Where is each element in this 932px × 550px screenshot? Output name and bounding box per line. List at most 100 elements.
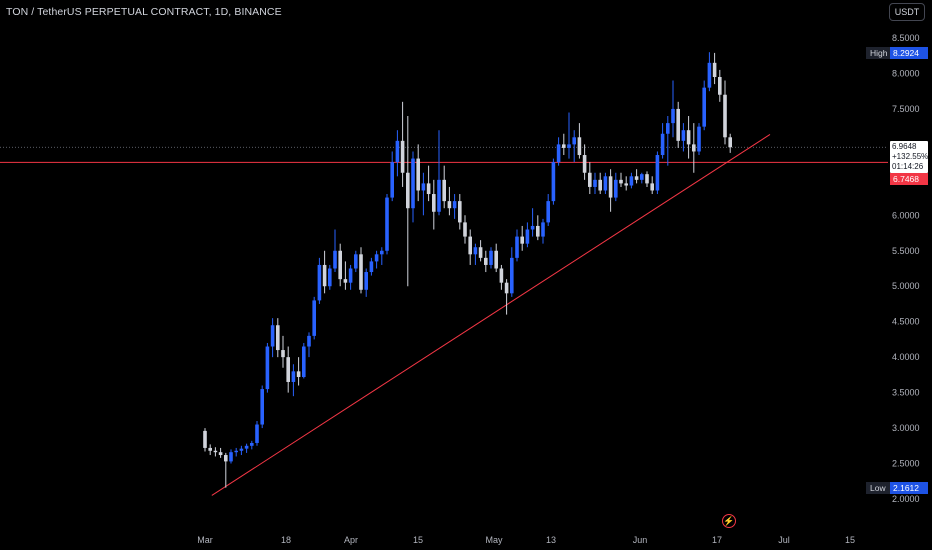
candle-body	[655, 155, 660, 191]
candle	[494, 243, 498, 273]
candle	[307, 332, 311, 358]
candle	[499, 264, 504, 290]
candle	[551, 158, 556, 205]
y-tick-label: 5.0000	[892, 281, 920, 291]
candle	[390, 151, 394, 202]
candle	[270, 318, 275, 358]
y-tick-label: 7.5000	[892, 104, 920, 114]
candle-body	[307, 335, 311, 347]
change-percent: +132.55%	[892, 152, 929, 161]
y-tick-label: 5.5000	[892, 246, 920, 256]
candle	[712, 52, 717, 85]
candle-body	[270, 325, 275, 347]
candle-body	[567, 144, 571, 148]
candle-body	[286, 357, 290, 382]
candle-body	[328, 268, 332, 287]
candle	[281, 335, 285, 368]
candle-body	[671, 108, 675, 124]
x-axis: Mar 18 Apr 15 May 13 Jun 17 Jul 15	[197, 535, 855, 545]
candle	[411, 151, 415, 223]
candle-body	[577, 137, 582, 156]
candle-body	[520, 236, 524, 244]
candle-body	[244, 445, 249, 449]
candle	[359, 247, 363, 294]
y-axis: 8.50008.00007.50007.00006.50006.00005.50…	[892, 33, 920, 504]
candle	[317, 257, 322, 304]
candle	[588, 162, 592, 195]
candle-body	[728, 137, 732, 148]
last-price-value: 6.9648	[892, 142, 917, 151]
x-tick-label: 15	[845, 535, 855, 545]
candle	[645, 171, 649, 187]
candle-body	[556, 144, 561, 163]
candle	[681, 123, 686, 152]
candle	[489, 247, 493, 269]
trend-line	[211, 134, 771, 496]
candle-body	[712, 62, 717, 78]
candle-body	[317, 264, 322, 301]
bar-countdown: 01:14:26	[892, 162, 924, 171]
candle	[504, 279, 509, 315]
candle-body	[546, 201, 550, 223]
x-tick-label: May	[485, 535, 503, 545]
candle	[723, 80, 727, 145]
y-tick-label: 2.0000	[892, 494, 920, 504]
candle	[203, 428, 207, 452]
candle-body	[504, 282, 509, 294]
candle-body	[562, 144, 566, 148]
candle-body	[551, 162, 556, 202]
y-tick-label: 2.5000	[892, 459, 920, 469]
candle-body	[239, 448, 244, 451]
candle-body	[681, 130, 686, 141]
candle-body	[406, 172, 410, 209]
candle-body	[629, 176, 634, 186]
candle-body	[234, 450, 238, 453]
candle-body	[338, 250, 342, 280]
candle-body	[395, 140, 400, 163]
candle	[333, 229, 337, 273]
candle	[478, 240, 483, 262]
candle-body	[432, 194, 436, 212]
candle-body	[697, 126, 701, 152]
candle-body	[588, 172, 592, 187]
candle	[291, 364, 296, 397]
candle	[302, 342, 306, 379]
candle	[546, 194, 550, 226]
candle	[619, 172, 623, 187]
candle	[442, 165, 446, 209]
candle	[265, 342, 270, 393]
candle	[577, 123, 582, 159]
candle-body	[608, 176, 613, 198]
candle-body	[369, 261, 374, 273]
candle-body	[541, 222, 545, 237]
horizontal-line-price-tag: 6.7468	[890, 173, 928, 185]
candle-body	[473, 247, 478, 255]
y-tick-label: 4.5000	[892, 317, 920, 327]
candle	[364, 268, 368, 297]
candle-body	[447, 201, 452, 209]
currency-selector-button[interactable]: USDT	[889, 3, 925, 21]
candle-body	[593, 179, 597, 187]
candle-body	[634, 176, 639, 180]
x-tick-label: 13	[546, 535, 556, 545]
candle	[234, 447, 238, 457]
candle	[416, 144, 420, 202]
candle-body	[354, 254, 358, 269]
candle	[338, 243, 342, 287]
candle	[728, 133, 732, 153]
candle-body	[619, 179, 623, 184]
low-label: Low	[866, 482, 890, 494]
candle	[556, 137, 561, 166]
lightning-icon[interactable]: ⚡	[722, 514, 736, 528]
candle	[707, 52, 712, 92]
candle-body	[702, 87, 706, 127]
candle-body	[255, 424, 259, 443]
candle-body	[250, 442, 254, 446]
candle-body	[224, 455, 228, 462]
candle-body	[484, 257, 488, 265]
candle-body	[686, 130, 691, 145]
chart-title: TON / TetherUS PERPETUAL CONTRACT, 1D, B…	[6, 6, 282, 18]
candle-body	[374, 254, 379, 262]
candle-body	[437, 179, 441, 212]
